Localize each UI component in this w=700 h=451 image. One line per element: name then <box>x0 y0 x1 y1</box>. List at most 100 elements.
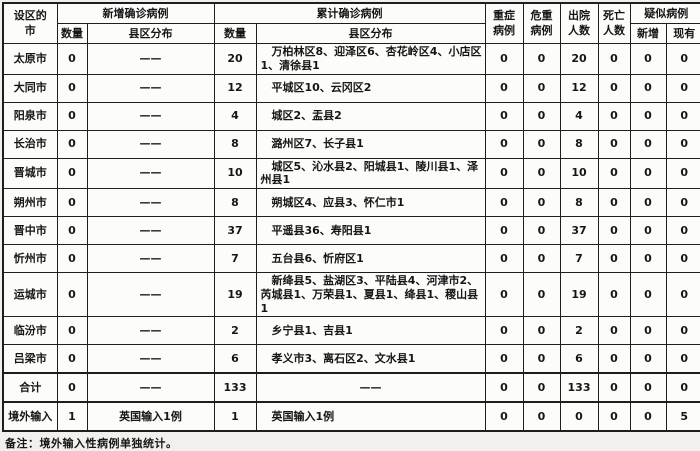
severe-cell: 0 <box>484 101 524 131</box>
suspected-existing-cell: 0 <box>665 101 700 131</box>
suspected-new-cell: 0 <box>629 188 667 217</box>
cum-count-cell: 20 <box>213 43 257 75</box>
table-row-yangquan: 阳泉市 0 —— 4 城区2、盂县2 0 0 4 0 0 0 <box>2 101 700 131</box>
new-count-cell: 0 <box>56 101 88 131</box>
header-discharged-label: 出院人数 <box>567 9 590 37</box>
table-row-xinzhou: 忻州市 0 —— 7 五台县6、忻府区1 0 0 7 0 0 0 <box>2 244 700 273</box>
city-cell: 境外输入 <box>2 401 58 432</box>
suspected-new-cell: 0 <box>629 216 667 245</box>
cum-dist-cell: 新绛县5、盐湖区3、平陆县4、河津市2、芮城县1、万荣县1、夏县1、绛县1、稷山… <box>255 271 486 318</box>
city-cell: 临汾市 <box>2 316 58 346</box>
city-cell: 长治市 <box>2 129 58 159</box>
header-new-count: 数量 <box>56 23 88 44</box>
city-cell: 太原市 <box>2 43 58 75</box>
new-dist-cell: —— <box>86 101 215 131</box>
new-dist-cell: —— <box>86 73 215 103</box>
suspected-existing-cell: 0 <box>665 372 700 403</box>
cum-count-cell: 19 <box>213 271 257 318</box>
critical-cell: 0 <box>522 101 561 131</box>
suspected-new-cell: 0 <box>629 73 667 103</box>
cum-dist-cell: 平城区10、云冈区2 <box>255 73 486 103</box>
discharged-cell: 37 <box>559 216 599 245</box>
severe-cell: 0 <box>484 344 524 374</box>
new-count-cell: 0 <box>56 73 88 103</box>
header-new-distribution: 县区分布 <box>86 23 215 44</box>
deaths-cell: 0 <box>597 73 631 103</box>
cum-dist-cell: 乡宁县1、吉县1 <box>255 316 486 346</box>
severe-cell: 0 <box>484 401 524 432</box>
deaths-cell: 0 <box>597 271 631 318</box>
suspected-new-cell: 0 <box>629 401 667 432</box>
new-count-cell: 0 <box>56 157 88 189</box>
critical-cell: 0 <box>522 244 561 273</box>
suspected-existing-cell: 0 <box>665 73 700 103</box>
cum-dist-cell: 五台县6、忻府区1 <box>255 244 486 273</box>
city-cell: 合计 <box>2 372 58 403</box>
header-discharged: 出院人数 <box>559 2 599 44</box>
new-count-cell: 0 <box>56 372 88 403</box>
severe-cell: 0 <box>484 216 524 245</box>
cum-count-cell: 7 <box>213 244 257 273</box>
critical-cell: 0 <box>522 271 561 318</box>
deaths-cell: 0 <box>597 244 631 273</box>
severe-cell: 0 <box>484 372 524 403</box>
deaths-cell: 0 <box>597 43 631 75</box>
discharged-cell: 6 <box>559 344 599 374</box>
new-dist-cell: —— <box>86 188 215 217</box>
header-suspected-existing: 现有 <box>665 23 700 44</box>
new-dist-cell: —— <box>86 372 215 403</box>
new-count-cell: 1 <box>56 401 88 432</box>
critical-cell: 0 <box>522 188 561 217</box>
header-suspected: 疑似病例 <box>629 2 700 24</box>
cum-dist-cell: 城区2、盂县2 <box>255 101 486 131</box>
severe-cell: 0 <box>484 73 524 103</box>
discharged-cell: 4 <box>559 101 599 131</box>
new-count-cell: 0 <box>56 316 88 346</box>
severe-cell: 0 <box>484 244 524 273</box>
discharged-cell: 8 <box>559 188 599 217</box>
deaths-cell: 0 <box>597 129 631 159</box>
new-count-cell: 0 <box>56 43 88 75</box>
table-row-jincheng: 晋城市 0 —— 10 城区5、沁水县2、阳城县1、陵川县1、泽州县1 0 0 … <box>2 157 700 189</box>
discharged-cell: 133 <box>559 372 599 403</box>
critical-cell: 0 <box>522 401 561 432</box>
discharged-cell: 12 <box>559 73 599 103</box>
cum-count-cell: 133 <box>213 372 257 403</box>
new-dist-cell: —— <box>86 344 215 374</box>
table-header: 设区的市 新增确诊病例 累计确诊病例 重症病例 危重病例 出院人数 死亡人数 疑… <box>2 2 700 44</box>
new-dist-cell: —— <box>86 43 215 75</box>
table-row-shuozhou: 朔州市 0 —— 8 朔城区4、应县3、怀仁市1 0 0 8 0 0 0 <box>2 188 700 217</box>
cum-count-cell: 37 <box>213 216 257 245</box>
discharged-cell: 8 <box>559 129 599 159</box>
city-cell: 晋中市 <box>2 216 58 245</box>
table-row-total: 合计 0 —— 133 —— 0 0 133 0 0 0 <box>2 372 700 403</box>
table-row-linfen: 临汾市 0 —— 2 乡宁县1、吉县1 0 0 2 0 0 0 <box>2 316 700 346</box>
suspected-existing-cell: 0 <box>665 216 700 245</box>
cum-count-cell: 10 <box>213 157 257 189</box>
cum-dist-cell: 孝义市3、离石区2、文水县1 <box>255 344 486 374</box>
table-row-lvliang: 吕梁市 0 —— 6 孝义市3、离石区2、文水县1 0 0 6 0 0 0 <box>2 344 700 374</box>
new-count-cell: 0 <box>56 344 88 374</box>
critical-cell: 0 <box>522 372 561 403</box>
critical-cell: 0 <box>522 73 561 103</box>
header-critical-label: 危重病例 <box>530 9 553 37</box>
cum-count-cell: 12 <box>213 73 257 103</box>
suspected-new-cell: 0 <box>629 157 667 189</box>
suspected-existing-cell: 0 <box>665 344 700 374</box>
city-cell: 吕梁市 <box>2 344 58 374</box>
cum-dist-cell: 英国输入1例 <box>255 401 486 432</box>
discharged-cell: 20 <box>559 43 599 75</box>
deaths-cell: 0 <box>597 188 631 217</box>
suspected-existing-cell: 0 <box>665 244 700 273</box>
suspected-existing-cell: 0 <box>665 129 700 159</box>
table-row-datong: 大同市 0 —— 12 平城区10、云冈区2 0 0 12 0 0 0 <box>2 73 700 103</box>
discharged-cell: 7 <box>559 244 599 273</box>
critical-cell: 0 <box>522 344 561 374</box>
discharged-cell: 0 <box>559 401 599 432</box>
cum-dist-cell: 朔城区4、应县3、怀仁市1 <box>255 188 486 217</box>
table-body: 太原市 0 —— 20 万柏林区8、迎泽区6、杏花岭区4、小店区1、清徐县1 0… <box>2 43 700 432</box>
new-count-cell: 0 <box>56 244 88 273</box>
suspected-existing-cell: 0 <box>665 316 700 346</box>
severe-cell: 0 <box>484 271 524 318</box>
